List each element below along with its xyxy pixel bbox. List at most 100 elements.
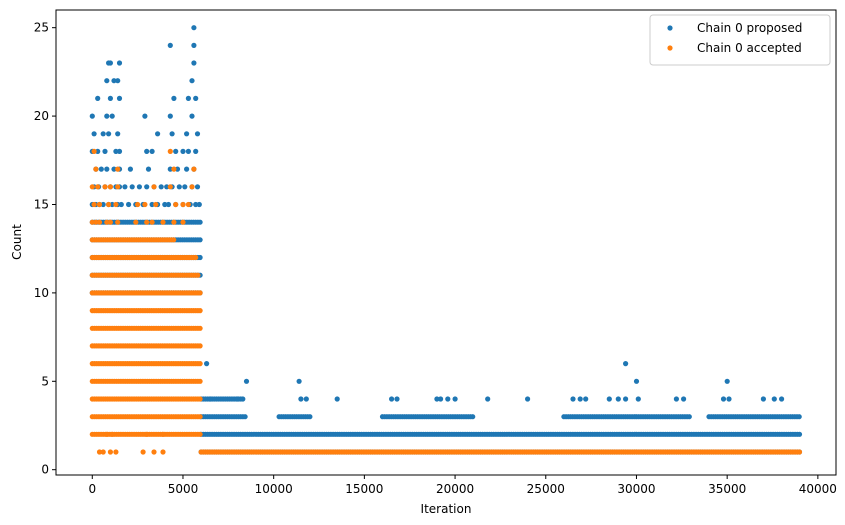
data-point [197, 237, 203, 243]
data-point [726, 396, 732, 402]
data-point [173, 201, 179, 208]
data-point [197, 378, 203, 384]
data-point [151, 184, 157, 190]
data-point [296, 378, 302, 384]
data-point [394, 396, 400, 402]
data-point [204, 361, 210, 367]
data-point [96, 201, 103, 208]
data-point [242, 414, 248, 420]
data-point [525, 396, 531, 402]
data-point [197, 396, 203, 402]
data-point [144, 148, 150, 154]
data-point [194, 184, 201, 190]
data-point [167, 148, 173, 154]
x-tick-label: 40000 [799, 482, 837, 496]
legend-box [649, 14, 831, 66]
x-tick-label: 20000 [436, 482, 474, 496]
data-point [158, 184, 164, 190]
data-point [243, 378, 250, 384]
data-point [133, 219, 139, 225]
data-point [153, 201, 159, 208]
data-point [104, 431, 110, 437]
data-point [298, 396, 304, 402]
data-point [174, 166, 181, 172]
data-point [167, 42, 173, 49]
x-axis-title: Iteration [421, 502, 472, 516]
data-point [111, 78, 117, 84]
data-point [623, 361, 629, 367]
data-point [95, 148, 101, 154]
y-axis: 0 5 10 15 20 25 [34, 21, 56, 477]
data-point [197, 414, 203, 420]
data-point [91, 131, 97, 137]
data-point [115, 131, 121, 137]
data-point [102, 148, 108, 154]
data-point [191, 166, 197, 172]
data-point [151, 449, 157, 455]
legend: Chain 0 proposed Chain 0 accepted [649, 14, 831, 66]
data-point [796, 414, 802, 420]
data-point [100, 201, 106, 208]
data-point [95, 184, 101, 190]
data-point [113, 148, 119, 154]
data-point [96, 219, 103, 225]
data-point [136, 184, 142, 190]
data-point [180, 201, 186, 208]
data-point [167, 113, 173, 119]
data-point [173, 148, 179, 154]
data-point [118, 201, 124, 208]
x-tick-label: 10000 [255, 482, 293, 496]
data-point [104, 113, 110, 119]
data-point [160, 219, 166, 225]
data-point [155, 131, 161, 137]
data-point [135, 201, 141, 208]
data-point [116, 60, 123, 66]
data-point [796, 449, 803, 455]
data-point [623, 396, 629, 402]
data-point [91, 201, 97, 208]
data-point [195, 272, 201, 278]
data-point [167, 184, 173, 190]
data-point [193, 201, 199, 208]
data-point [113, 201, 119, 208]
data-point [142, 113, 148, 119]
data-point [89, 113, 95, 119]
data-point [164, 184, 170, 190]
data-point [196, 201, 202, 208]
data-point [122, 184, 128, 190]
data-point [240, 396, 246, 402]
data-point [95, 95, 101, 101]
x-tick-label: 35000 [708, 482, 746, 496]
legend-label-proposed: Chain 0 proposed [697, 21, 802, 35]
data-point [779, 396, 785, 402]
data-point [189, 78, 195, 84]
data-point [184, 166, 190, 172]
data-point [171, 166, 177, 172]
data-point [197, 325, 203, 331]
data-point [176, 184, 182, 190]
data-point [234, 396, 240, 402]
y-axis-title: Count [10, 224, 24, 260]
data-point [681, 396, 687, 402]
data-point [197, 343, 203, 349]
data-point [129, 184, 135, 190]
data-point [140, 449, 146, 455]
data-point [577, 396, 583, 402]
data-point [149, 219, 155, 225]
data-point [191, 42, 197, 49]
data-point [771, 396, 777, 402]
axes-frame [55, 9, 837, 476]
data-point [144, 431, 150, 437]
data-point [165, 201, 172, 208]
data-point [113, 449, 119, 455]
data-point [107, 219, 113, 225]
data-point [89, 184, 95, 190]
data-point [107, 449, 113, 455]
data-point [171, 219, 177, 225]
data-point [111, 166, 117, 172]
data-point [720, 396, 727, 402]
data-point [106, 131, 112, 137]
data-point [162, 201, 168, 208]
data-point [144, 184, 150, 190]
